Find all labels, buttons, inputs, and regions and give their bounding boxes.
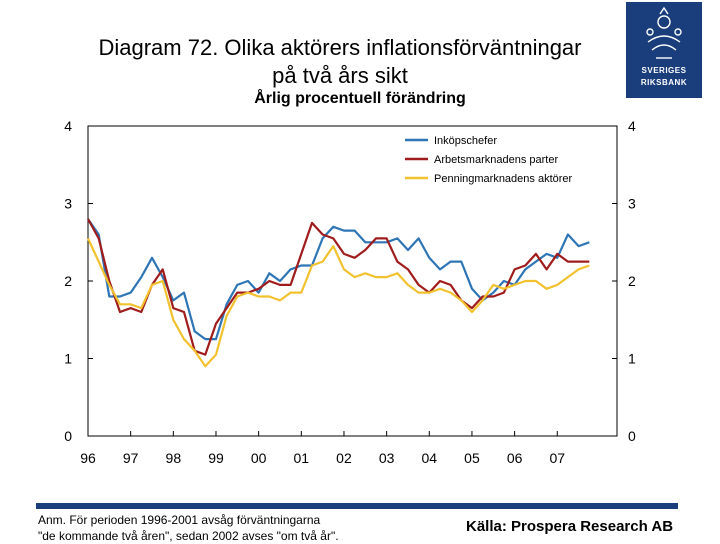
riksbank-logo: SVERIGES RIKSBANK <box>626 2 702 98</box>
y-tick-label-right: 3 <box>628 196 636 212</box>
x-tick-label: 06 <box>507 450 523 466</box>
chart-title: Diagram 72. Olika aktörers inflationsför… <box>40 34 640 90</box>
x-tick-label: 03 <box>379 450 395 466</box>
x-tick-label: 02 <box>336 450 352 466</box>
source-label: Källa: Prospera Research AB <box>466 518 674 535</box>
y-tick-label-right: 0 <box>628 428 636 444</box>
x-tick-label: 98 <box>166 450 182 466</box>
chart-title-line1: Diagram 72. Olika aktörers inflationsför… <box>98 35 582 60</box>
y-tick-label-left: 4 <box>64 118 72 134</box>
series-line-1 <box>87 218 590 341</box>
logo-text-line2: RIKSBANK <box>640 78 688 87</box>
chart-title-line2: på två års sikt <box>272 63 408 88</box>
x-tick-label: 97 <box>123 450 139 466</box>
y-tick-label-left: 3 <box>64 196 72 212</box>
x-tick-label: 99 <box>208 450 224 466</box>
footnote-line1: Anm. För perioden 1996-2001 avsåg förvän… <box>38 513 321 527</box>
y-tick-label-right: 2 <box>628 273 636 289</box>
footnote: Anm. För perioden 1996-2001 avsåg förvän… <box>38 512 398 544</box>
series-line-3 <box>87 237 590 368</box>
x-tick-label: 96 <box>80 450 96 466</box>
y-tick-label-right: 4 <box>628 118 636 134</box>
legend-label-1: Inköpschefer <box>434 135 497 147</box>
y-tick-label-right: 1 <box>628 351 636 367</box>
x-tick-label: 04 <box>422 450 438 466</box>
logo-text-line1: SVERIGES <box>641 66 687 75</box>
footer-divider <box>36 503 678 509</box>
x-tick-label: 05 <box>464 450 480 466</box>
x-tick-label: 01 <box>294 450 310 466</box>
y-tick-label-left: 2 <box>64 273 72 289</box>
legend-label-2: Arbetsmarknadens parter <box>434 154 558 166</box>
y-tick-label-left: 1 <box>64 351 72 367</box>
legend-label-3: Penningmarknadens aktörer <box>434 173 573 185</box>
footnote-line2: "de kommande två åren", sedan 2002 avses… <box>38 529 339 543</box>
crown-emblem-icon <box>646 6 682 59</box>
chart-subtitle: Årlig procentuell förändring <box>254 90 466 107</box>
y-tick-label-left: 0 <box>64 428 72 444</box>
x-tick-label: 00 <box>251 450 267 466</box>
x-tick-label: 07 <box>549 450 565 466</box>
